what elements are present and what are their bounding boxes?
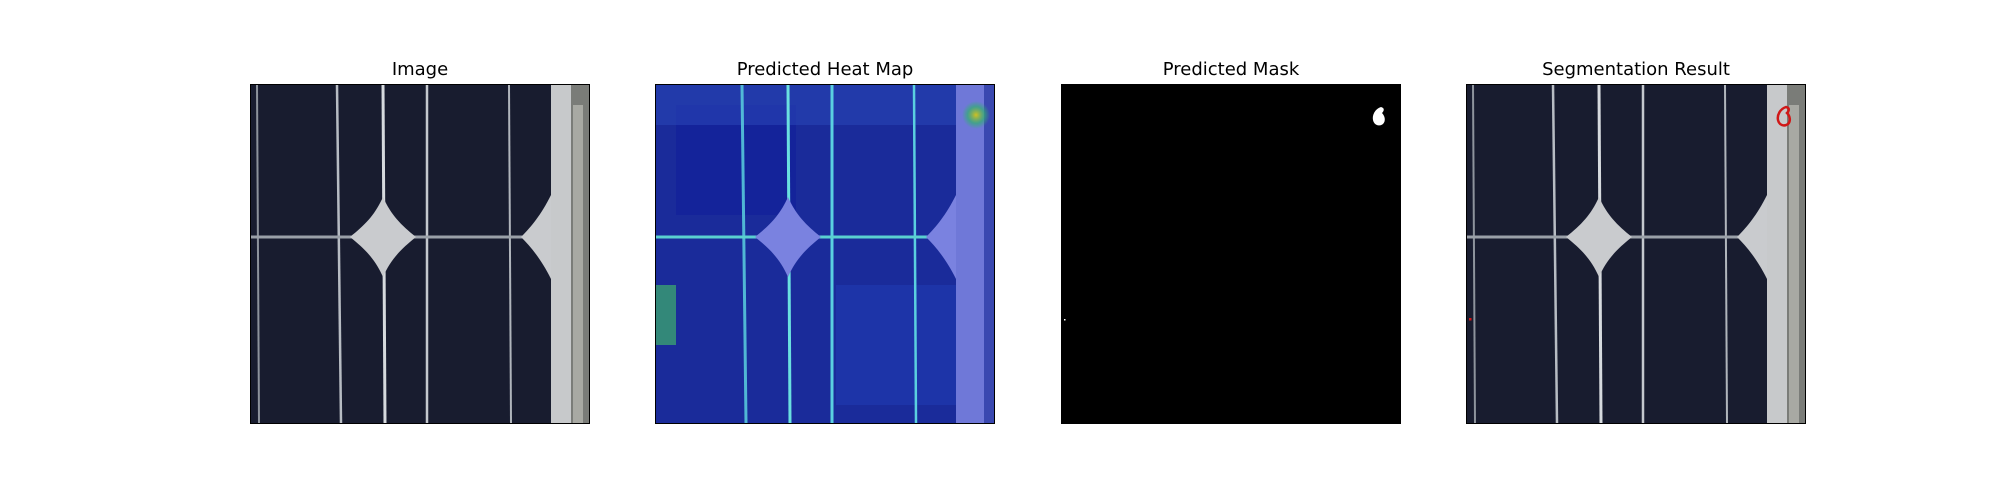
panel-title: Image [391,59,449,80]
segmentation-image [1466,84,1806,424]
panel-heatmap: Predicted Heat Map [655,0,995,500]
mask-graphic [1062,85,1400,423]
panel-segmentation: Segmentation Result [1466,0,1806,500]
defect-blob [1372,107,1385,126]
solar-cell-graphic [251,85,589,423]
panel-mask: Predicted Mask [1061,0,1401,500]
segmentation-graphic [1467,85,1805,423]
defect-outline [1776,105,1792,127]
solar-cell-image [250,84,590,424]
heatmap-image [655,84,995,424]
panel-image: Image [250,0,590,500]
panel-title: Predicted Mask [1162,59,1300,80]
heatmap-graphic [656,85,994,423]
panel-title: Predicted Heat Map [736,59,914,80]
panel-title: Segmentation Result [1542,59,1730,80]
mask-image [1061,84,1401,424]
